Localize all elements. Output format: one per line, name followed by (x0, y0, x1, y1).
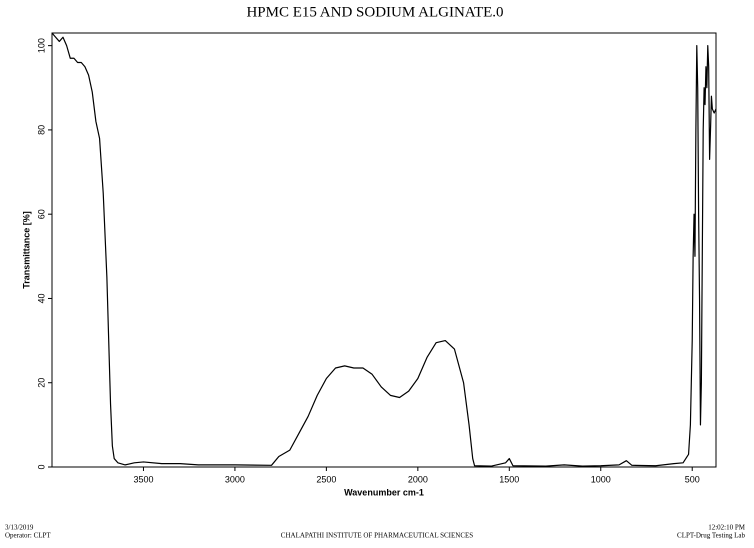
footer-operator: Operator: CLPT (5, 532, 51, 540)
footer-institute: CHALAPATHI INSTITUTE OF PHARMACEUTICAL S… (281, 532, 473, 540)
y-tick-label: 100 (36, 38, 46, 53)
y-tick-label: 80 (36, 125, 46, 135)
y-tick-label: 0 (36, 464, 46, 469)
chart-title: HPMC E15 AND SODIUM ALGINATE.0 (246, 4, 503, 20)
footer-time: 12:02:10 PM (708, 524, 746, 532)
y-tick-label: 60 (36, 209, 46, 219)
y-tick-label: 20 (36, 378, 46, 388)
y-tick-label: 40 (36, 293, 46, 303)
x-tick-label: 2000 (408, 474, 428, 484)
x-tick-label: 3500 (133, 474, 153, 484)
plot-frame (51, 32, 717, 468)
x-tick-label: 2500 (316, 474, 336, 484)
x-tick-label: 1000 (591, 474, 611, 484)
footer-date: 3/13/2019 (5, 524, 34, 532)
x-tick-label: 1500 (499, 474, 519, 484)
x-tick-label: 500 (685, 474, 700, 484)
y-axis-label: Transmittance [%] (21, 211, 31, 289)
x-tick-label: 3000 (225, 474, 245, 484)
x-axis-label: Wavenumber cm-1 (344, 487, 424, 497)
footer-lab: CLPT-Drug Testing Lab (677, 532, 745, 540)
spectrum-line (51, 32, 717, 467)
